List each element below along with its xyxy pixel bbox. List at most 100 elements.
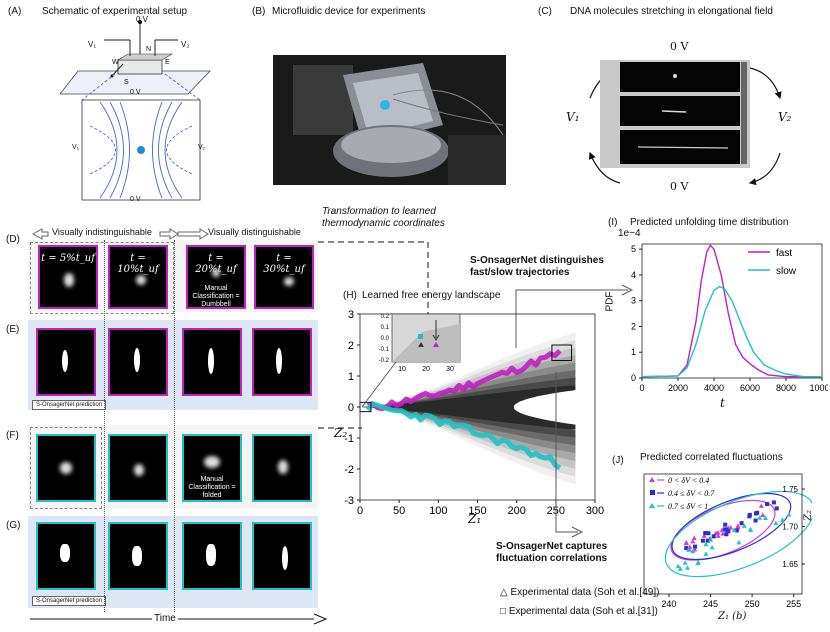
panel-c-bottom-voltage: 0 V <box>670 180 689 193</box>
inset-marker-triangle <box>418 342 424 347</box>
chart-j-point <box>682 560 688 565</box>
setup-schematic <box>60 20 211 201</box>
panel-a-v2: V₂ <box>181 40 190 49</box>
chart-j-point <box>757 515 763 520</box>
chart-j-xtick-label: 240 <box>661 599 676 609</box>
chart-j-frame <box>643 473 803 595</box>
landscape-xtick-label: 150 <box>468 505 486 517</box>
landscape-ytick-label: -1 <box>344 433 354 445</box>
chart-i-frame <box>641 243 823 379</box>
landscape-xtick-label: 300 <box>586 505 604 517</box>
chart-i-ytick-label: 0 <box>631 373 636 383</box>
chart-j-point <box>774 506 779 511</box>
ref-soh-31: □ Experimental data (Soh et al.[31]) <box>500 606 658 617</box>
panel-c-label: (C) <box>538 6 552 17</box>
chart-j-legend-label-0: 0 < δV < 0.4 <box>668 476 709 485</box>
chart-j-point <box>683 540 689 545</box>
chart-j-point <box>762 515 768 521</box>
landscape-contour-level <box>361 385 576 430</box>
chart-i-legend-label-slow: slow <box>776 266 797 277</box>
chart-j-point <box>706 531 711 536</box>
landscape-branch-slow <box>365 401 562 471</box>
landscape-ytick-label: -2 <box>344 464 354 476</box>
chart-j-point <box>691 535 697 540</box>
chart-j-point <box>705 538 710 543</box>
inset-marker-triangle-magenta <box>433 342 439 347</box>
panel-c-top-voltage: 0 V <box>670 40 689 53</box>
chart-j-point <box>760 512 766 518</box>
chart-j-point <box>703 531 708 536</box>
chart-j-point <box>723 522 728 527</box>
cell-d-1-time: t = 5%t_uf <box>41 253 95 264</box>
landscape-xtick-label: 0 <box>357 505 363 517</box>
cell-g-3 <box>182 522 242 590</box>
transform-dashed-path <box>318 241 429 429</box>
chart-j-point <box>709 544 715 550</box>
panel-a-label: (A) <box>8 6 22 17</box>
chart-j-point <box>720 531 726 536</box>
chart-j-ellipse-2 <box>664 490 812 578</box>
chart-j-legend-swatch-2 <box>649 503 655 508</box>
cell-d-4-time: t = 30%t_uf <box>263 253 305 275</box>
chart-i-ytick-label: 2 <box>631 321 636 331</box>
panel-a-top-voltage: 0 V <box>136 15 149 24</box>
cell-f-3: Manual Classification = folded <box>182 434 242 502</box>
cell-d-2-time: t = 10%t_uf <box>117 253 159 275</box>
chart-j-point <box>700 538 705 543</box>
panel-j-title: Predicted correlated fluctuations <box>640 452 783 463</box>
time-axis-label: Time <box>152 613 178 624</box>
panel-j-label: (J) <box>612 455 624 466</box>
panel-i-title: Predicted unfolding time distribution <box>630 217 789 228</box>
chart-j-point <box>724 532 729 537</box>
panel-c-v1: V₁ <box>566 110 580 124</box>
microfluidic-photo <box>273 55 506 185</box>
panel-b-title: Microfluidic device for experiments <box>272 6 426 17</box>
header-distinguishable: Visually distinguishable <box>208 227 301 237</box>
panel-a-w: W <box>112 59 119 66</box>
cell-e-2 <box>108 328 168 396</box>
panel-g-label: (G) <box>6 520 21 531</box>
row-g-tag: S-OnsagerNet prediction <box>32 596 107 606</box>
callout-arrows <box>515 284 634 538</box>
chart-i-ytick-label: 3 <box>631 296 636 306</box>
panel-c-v2: V₂ <box>778 110 792 124</box>
chart-j-xtick-label: 245 <box>703 599 718 609</box>
chart-j-point <box>703 551 709 556</box>
inset-ytick-label: -0.2 <box>379 358 390 364</box>
chart-i-xtick-label: 4000 <box>704 383 724 393</box>
chart-j-point <box>695 560 701 566</box>
panel-i-label: (I) <box>608 217 618 228</box>
panel-j-xlabel: Z₁ (b) <box>718 611 747 622</box>
panel-a-n: N <box>146 46 152 53</box>
landscape-ytick-label: 0 <box>348 402 354 414</box>
chart-j-legend-swatch-0 <box>649 477 655 482</box>
chart-j-point <box>734 528 739 533</box>
panel-h-title: Learned free energy landscape <box>362 290 501 301</box>
ref-soh-49: △ Experimental data (Soh et al.[49]) <box>500 587 660 598</box>
cell-g-1 <box>36 522 96 590</box>
chart-j-point <box>765 502 770 507</box>
inset-ytick-label: 0.2 <box>381 314 390 320</box>
cell-d-1: t = 5%t_uf <box>38 245 98 309</box>
cell-e-1 <box>36 328 96 396</box>
chart-i-xtick-label: 2000 <box>668 383 688 393</box>
chart-j-point <box>748 526 754 532</box>
chart-i-line-fast <box>641 244 822 378</box>
chart-j-point <box>741 523 747 528</box>
panel-d-label: (D) <box>6 234 20 245</box>
cell-g-4 <box>252 522 312 590</box>
panel-a-s: S <box>124 79 129 86</box>
panel-h-ylabel: Z₂ <box>334 426 348 440</box>
chart-j-point <box>690 538 696 544</box>
chart-j-legend-label-2: 0.7 ≤ δV < 1 <box>668 502 708 511</box>
chart-j-point <box>713 530 719 536</box>
cell-f-3-classification: Manual Classification = folded <box>188 476 236 499</box>
chart-j-point <box>786 511 792 517</box>
panel-h-label: (H) <box>343 290 357 301</box>
callout-fast-slow: S-OnsagerNet distinguishes fast/slow tra… <box>470 255 604 278</box>
panel-b-label: (B) <box>252 6 266 17</box>
cell-d-2: t = 10%t_uf <box>108 245 168 309</box>
panel-a-e: E <box>165 59 170 66</box>
chart-j-xtick-label: 255 <box>786 599 801 609</box>
